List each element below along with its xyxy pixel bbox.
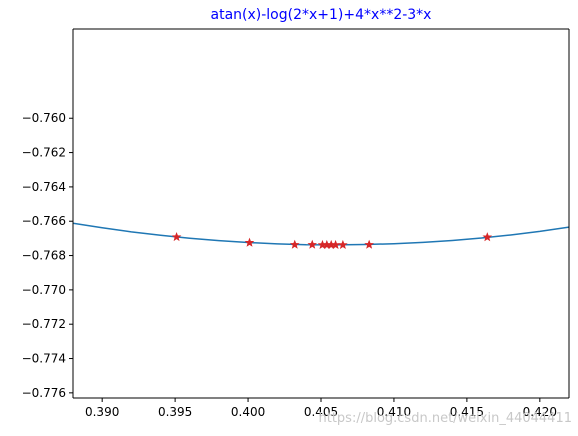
y-tick-label: −0.766 — [22, 214, 66, 228]
x-tick-label: 0.390 — [85, 405, 119, 419]
plot-layer — [73, 222, 569, 249]
data-point-marker — [289, 239, 300, 249]
x-tick-label: 0.410 — [377, 405, 411, 419]
data-point-marker — [364, 239, 374, 249]
data-point-marker — [171, 231, 182, 242]
chart-title: atan(x)-log(2*x+1)+4*x**2-3*x — [211, 7, 432, 23]
y-tick-label: −0.762 — [22, 146, 66, 160]
x-tick-label: 0.420 — [523, 405, 557, 419]
x-tick-label: 0.415 — [450, 405, 484, 419]
axes-layer: 0.390 0.395 0.400 0.405 0.410 0.415 0.420 −0.76… — [22, 28, 570, 419]
data-point-marker — [338, 239, 348, 249]
y-tick-label: −0.770 — [22, 283, 66, 297]
data-point-marker — [244, 237, 255, 247]
x-tick-label: 0.395 — [158, 405, 192, 419]
x-tick-label: 0.400 — [231, 405, 265, 419]
y-tick-label: −0.774 — [22, 352, 66, 366]
y-tick-label: −0.760 — [22, 111, 66, 125]
y-tick-label: −0.764 — [22, 180, 66, 194]
data-point-marker — [482, 232, 493, 242]
y-tick-label: −0.772 — [22, 317, 66, 331]
data-point-marker — [307, 239, 318, 249]
y-tick-label: −0.776 — [22, 386, 66, 400]
y-tick-label: −0.768 — [22, 249, 66, 263]
x-tick-label: 0.405 — [304, 405, 338, 419]
series-line — [73, 222, 569, 246]
watermark-text: https://blog.csdn.net/weixin_44044411 — [318, 411, 572, 426]
